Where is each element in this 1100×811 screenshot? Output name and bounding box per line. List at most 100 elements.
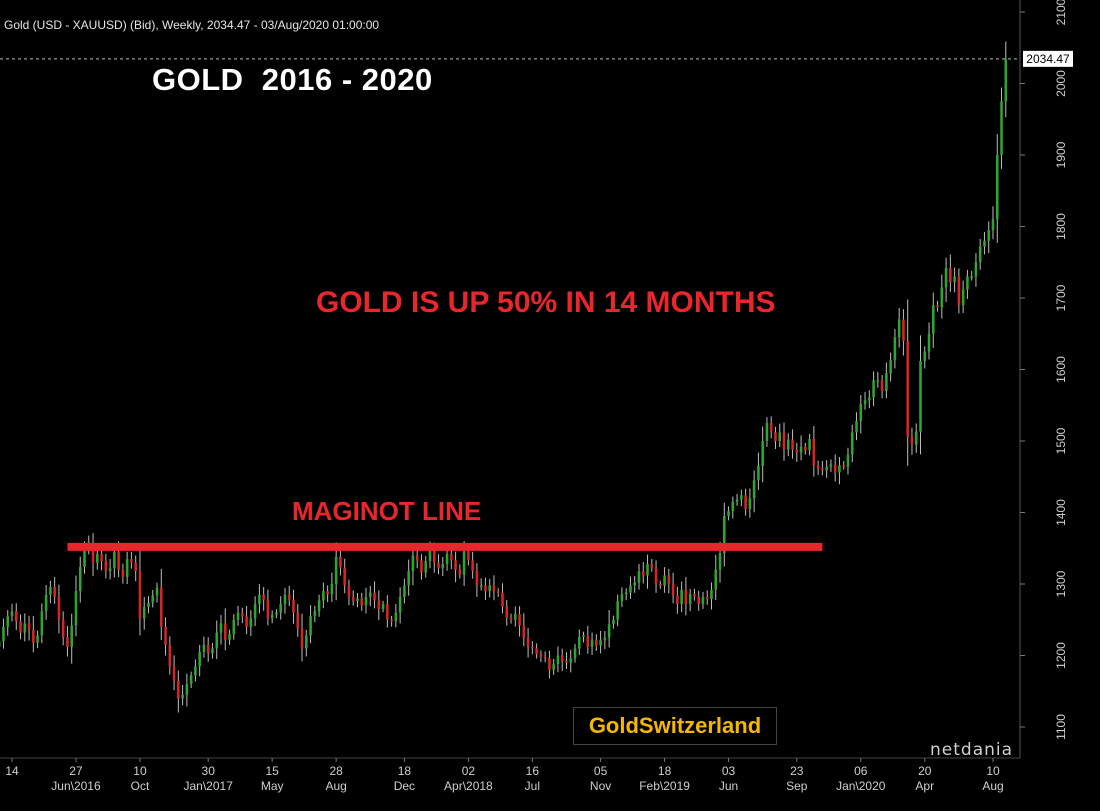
x-tick-month: Aug [982,779,1003,793]
candle-body [351,596,355,602]
candle-body [484,585,487,592]
candle-body [300,628,304,649]
candle-body [893,337,897,361]
chart-info-header: Gold (USD - XAUUSD) (Bid), Weekly, 2034.… [4,18,380,32]
candle-body [142,606,146,619]
x-tick-day: 14 [5,764,19,778]
x-tick-day: 18 [398,764,412,778]
y-tick-label: 1100 [1054,714,1068,740]
candle-body [283,594,287,605]
candle-body [147,602,150,607]
candle-body [364,596,368,606]
candle-body [714,569,718,590]
x-tick-day: 20 [918,764,932,778]
candle-body [279,604,282,613]
candle-body [245,616,248,627]
candle-body [577,636,581,649]
candle-body [74,591,78,626]
candle-body [531,646,534,649]
candle-body [855,420,858,433]
candle-body [168,644,172,667]
candle-body [582,635,585,637]
candle-body [620,594,624,602]
candle-body [560,655,564,662]
candle-body [949,267,952,283]
candle-body [641,571,645,576]
x-tick-day: 18 [658,764,672,778]
candle-body [10,611,14,617]
candle-body [782,432,786,450]
candle-body [305,635,308,649]
candle-body [262,594,265,600]
candle-body [710,589,713,600]
candle-body [377,600,381,610]
candle-body [287,594,291,600]
candle-body [381,604,385,610]
candle-body [603,637,607,640]
candle-body [897,319,901,338]
x-tick-month: Aug [325,779,346,793]
candle-body [543,656,547,659]
candle-body [432,549,436,563]
candle-body [292,599,295,613]
candle-body [761,441,764,467]
candle-body [667,575,671,584]
candle-body [769,423,773,433]
candle-body [44,594,48,612]
y-tick-label: 2100 [1054,0,1068,25]
candle-body [100,553,103,562]
candle-body [569,658,573,663]
candle-body [876,380,880,382]
candle-body [829,464,833,467]
candle-body [415,555,419,561]
candle-body [812,438,816,466]
candle-body [859,403,863,421]
candle-body [633,582,637,586]
candle-body [206,644,210,654]
candle-body [428,549,432,562]
x-tick-month: Nov [590,779,611,793]
candle-body [556,655,560,665]
x-tick-month: Feb\2019 [639,779,690,793]
candle-body [386,604,389,620]
candle-body [360,598,364,606]
candle-body [735,499,739,502]
candle-body [219,623,223,633]
candle-body [14,611,18,622]
candle-body [241,612,244,617]
candle-body [445,553,449,564]
candle-body [650,563,654,569]
candle-body [548,658,551,670]
candle-body [189,675,193,685]
candle-body [740,495,743,500]
candle-body [505,606,509,618]
candle-body [66,636,69,647]
candle-body [373,592,376,601]
candle-body [479,585,483,587]
candle-body [326,591,329,595]
candle-body [705,596,709,600]
candle-body [816,465,820,469]
candle-body [104,561,108,572]
candle-body [778,432,782,441]
candle-body [151,595,155,603]
candle-body [846,454,850,467]
candle-body [821,468,824,471]
candle-body [991,219,995,231]
candle-body [228,634,231,640]
x-tick-month: Sep [786,779,808,793]
candle-body [637,571,641,583]
candle-body [957,276,961,306]
candle-body [1004,59,1008,102]
candle-body [927,333,931,352]
candle-body [330,584,334,595]
candle-body [424,561,428,573]
candle-body [270,614,274,619]
candle-body [919,360,922,432]
x-tick-day: 27 [69,764,83,778]
x-tick-month: Jan\2017 [184,779,234,793]
candle-body [539,654,543,657]
candle-body [164,626,167,645]
candle-body [317,600,321,612]
candle-body [718,553,722,570]
